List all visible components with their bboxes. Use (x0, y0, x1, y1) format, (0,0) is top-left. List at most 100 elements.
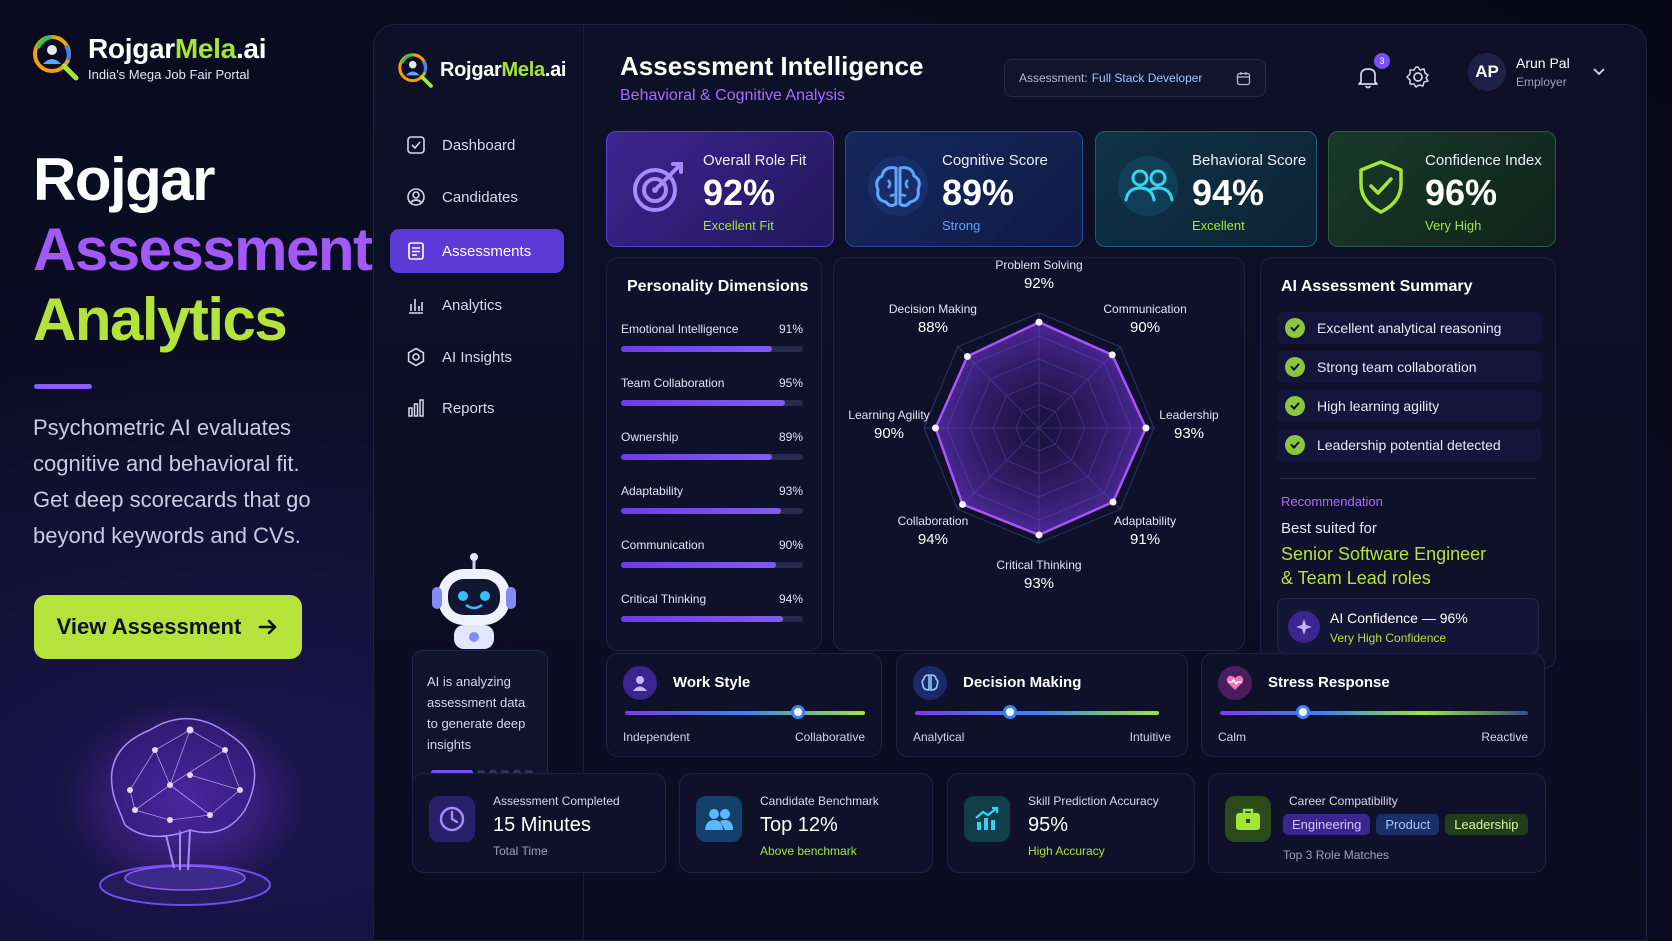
decision-making-card: Decision Making Analytical Intuitive (896, 653, 1188, 757)
summary-item: High learning agility (1277, 390, 1541, 422)
ai-progress-indicator (431, 770, 533, 775)
personality-row-name: Emotional Intelligence (621, 322, 739, 336)
ai-summary-panel: AI Assessment Summary Excellent analytic… (1260, 257, 1556, 669)
kpi-value: 94% (1192, 172, 1265, 213)
kpi-note: Excellent Fit (703, 218, 774, 233)
slider-title: Work Style (673, 674, 751, 691)
reports-icon (408, 399, 424, 417)
sidebar-item-label: Candidates (442, 188, 518, 206)
personality-row-track (621, 400, 803, 406)
avatar[interactable]: AP (1468, 53, 1506, 91)
sidebar-item-label: Assessments (442, 242, 532, 260)
kpi-card-behavioral[interactable]: Behavioral Score 94% Excellent (1095, 131, 1317, 247)
radar-axis-label: Learning Agility 90% (839, 408, 939, 441)
radar-value-label: 94% (917, 531, 948, 549)
kpi-label: Confidence Index (1425, 152, 1542, 169)
summary-title: AI Assessment Summary (1281, 278, 1473, 295)
check-icon (1285, 435, 1305, 455)
kpi-label: Cognitive Score (942, 152, 1048, 169)
personality-row-percent: 91% (778, 322, 803, 336)
slider-title: Decision Making (963, 674, 1082, 691)
radar-value-label: 92% (1023, 275, 1055, 292)
summary-divider (1281, 478, 1537, 479)
tag-product[interactable]: Product (1376, 814, 1440, 835)
tag-engineering[interactable]: Engineering (1283, 814, 1371, 835)
ai-confidence-sub: Very High Confidence (1330, 631, 1447, 645)
stat-label: Skill Prediction Accuracy (1028, 794, 1159, 808)
kpi-value: 92% (703, 172, 776, 213)
people-icon (696, 796, 742, 842)
bell-icon[interactable] (1354, 63, 1382, 91)
personality-row: Communication 90% (621, 538, 803, 568)
promo-divider (34, 384, 92, 389)
promo-title-line2: Assessment (33, 216, 373, 283)
sidebar-brand-name: RojgarMela.ai (440, 58, 567, 81)
radar-category-label: Adaptability (1114, 514, 1177, 529)
stat-card-benchmark: Candidate Benchmark Top 12% Above benchm… (679, 773, 933, 873)
sidebar-brand[interactable]: RojgarMela.ai (396, 51, 566, 89)
work-style-slider-thumb[interactable] (790, 705, 805, 719)
work-style-card: Work Style Independent Collaborative (606, 653, 882, 757)
stat-value: 15 Minutes (493, 814, 591, 836)
summary-item-text: High learning agility (1317, 398, 1440, 414)
slider-title: Stress Response (1268, 674, 1390, 691)
summary-item: Excellent analytical reasoning (1277, 312, 1541, 344)
briefcase-icon (1225, 796, 1271, 842)
recommendation-role-line2: & Team Lead roles (1281, 568, 1431, 588)
sidebar-item-ai-insights[interactable]: AI Insights (390, 335, 564, 379)
radar-chart-panel: Problem Solving 92% Communication 90% Leader… (833, 257, 1245, 651)
gear-ai-icon (407, 347, 425, 367)
promo-brand-tagline: India's Mega Job Fair Portal (88, 66, 250, 82)
work-style-slider-track[interactable] (625, 711, 865, 715)
slider-high-label: Collaborative (794, 730, 865, 744)
ai-confidence-card: AI Confidence — 96% Very High Confidence (1277, 598, 1539, 654)
personality-row-fill (621, 616, 783, 622)
recommendation-role: Senior Software Engineer & Team Lead rol… (1281, 542, 1486, 590)
sidebar-item-analytics[interactable]: Analytics (390, 283, 564, 327)
chevron-down-icon[interactable] (1592, 67, 1606, 77)
kpi-card-cognitive[interactable]: Cognitive Score 89% Strong (845, 131, 1083, 247)
kpi-card-role-fit[interactable]: Overall Role Fit 92% Excellent Fit (606, 131, 834, 247)
sidebar-item-dashboard[interactable]: Dashboard (390, 123, 564, 167)
sidebar-item-assessments[interactable]: Assessments (390, 229, 564, 273)
decision-making-slider-track[interactable] (915, 711, 1159, 715)
stat-card-accuracy: Skill Prediction Accuracy 95% High Accur… (947, 773, 1195, 873)
promo-title-line1: Rojgar (33, 146, 216, 213)
radar-category-label: Critical Thinking (996, 558, 1082, 572)
promo-title-line3: Analytics (33, 286, 288, 353)
gear-icon[interactable] (1404, 63, 1432, 91)
stress-response-slider-thumb[interactable] (1296, 705, 1311, 719)
kpi-value: 96% (1425, 172, 1498, 213)
radar-value-label: 90% (1130, 318, 1161, 336)
sidebar-item-reports[interactable]: Reports (390, 386, 564, 430)
personality-row-name: Adaptability (621, 484, 684, 498)
sidebar-item-candidates[interactable]: Candidates (390, 175, 564, 219)
radar-category-label: Problem Solving (995, 258, 1083, 272)
heart-pulse-icon (1218, 666, 1252, 700)
kpi-card-confidence[interactable]: Confidence Index 96% Very High (1328, 131, 1556, 247)
sidebar-item-label: Analytics (442, 296, 503, 314)
user-role: Employer (1516, 75, 1567, 89)
view-assessment-button[interactable]: View Assessment (34, 595, 302, 659)
radar-point (1035, 318, 1043, 326)
personality-row-track (621, 562, 803, 568)
arrow-right-icon (259, 619, 277, 635)
role-tags: Engineering Product Leadership (1283, 814, 1534, 835)
recommendation-label: Recommendation (1281, 494, 1383, 509)
assessment-selector[interactable]: Assessment: Full Stack Developer (1004, 59, 1266, 97)
user-icon (407, 188, 425, 206)
people-icon (1118, 156, 1178, 216)
stat-card-career-compatibility: Career Compatibility Engineering Product L… (1208, 773, 1546, 873)
decision-making-slider-thumb[interactable] (1003, 705, 1018, 719)
promo-panel: RojgarMela.ai India's Mega Job Fair Port… (0, 0, 373, 941)
page-subtitle: Behavioral & Cognitive Analysis (620, 87, 846, 104)
personality-row-fill (621, 346, 773, 352)
shield-check-icon (1359, 160, 1403, 214)
radar-point (963, 352, 971, 360)
personality-row: Team Collaboration 95% (621, 376, 803, 406)
radar-axis-label: Problem Solving 92% (989, 258, 1089, 291)
stress-response-slider-track[interactable] (1220, 711, 1528, 715)
personality-row-track (621, 454, 803, 460)
promo-brand: RojgarMela.ai India's Mega Job Fair Port… (30, 32, 266, 82)
tag-leadership[interactable]: Leadership (1445, 814, 1528, 835)
